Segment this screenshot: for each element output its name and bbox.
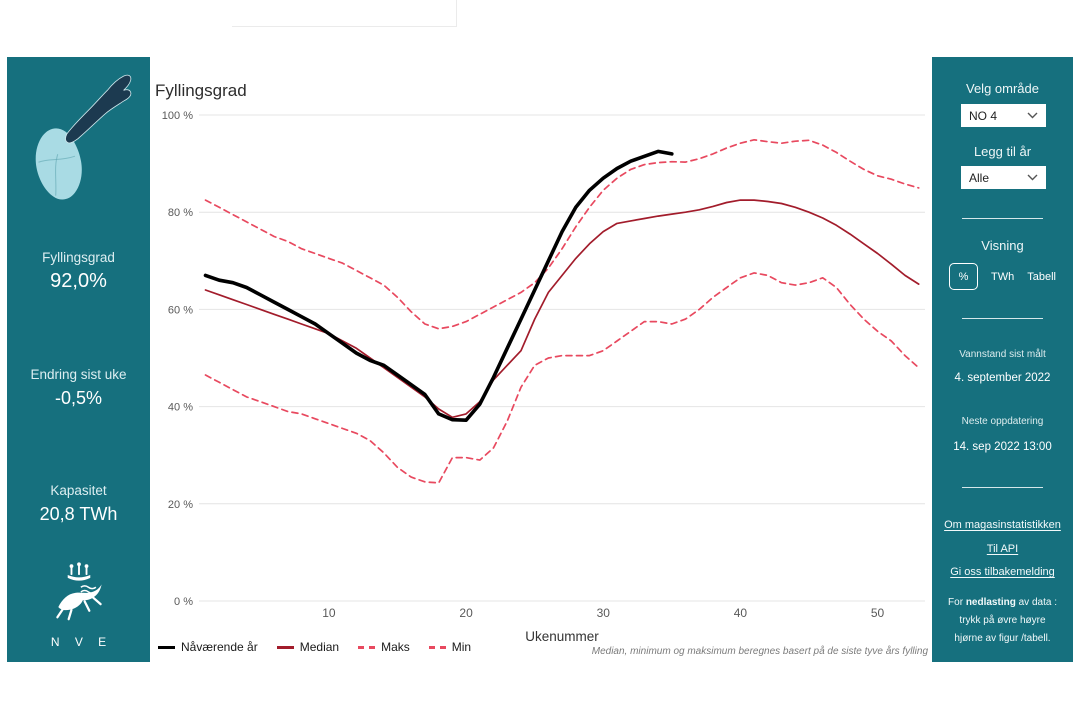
note-text: hjørne av figur /tabell.	[954, 633, 1051, 644]
legend-item-navaerende-ar: Nåværende år	[158, 640, 258, 654]
legend-item-min: Min	[428, 640, 472, 654]
note-bold-text: nedlasting	[965, 597, 1016, 608]
fyllingsgrad-label: Fyllingsgrad	[42, 250, 115, 265]
norway-map	[35, 74, 132, 200]
svg-text:60 %: 60 %	[168, 304, 193, 316]
norway-map-north	[65, 74, 132, 144]
ar-select[interactable]: Alle	[961, 166, 1046, 189]
svg-text:50: 50	[871, 606, 885, 620]
legend-item-maks: Maks	[358, 640, 410, 654]
legg-til-ar-label: Legg til år	[973, 144, 1032, 159]
visning-tabell-button[interactable]: Tabell	[1027, 270, 1056, 283]
legend-swatch	[276, 645, 294, 649]
nve-logo-icon	[56, 562, 102, 621]
svg-text:10: 10	[322, 606, 336, 620]
omrade-selected-value: NO 4	[969, 108, 998, 123]
svg-text:100 %: 100 %	[162, 110, 193, 122]
svg-text:20: 20	[459, 606, 473, 620]
svg-text:40 %: 40 %	[168, 402, 193, 414]
link-til-api[interactable]: Til API	[986, 543, 1019, 555]
vannstand-label: Vannstand sist målt	[959, 349, 1046, 360]
legend-item-median: Median	[276, 640, 340, 654]
link-om-magasinstatistikken[interactable]: Om magasinstatistikken	[944, 519, 1061, 531]
endring-value: -0,5%	[54, 388, 103, 408]
legend-swatch	[358, 645, 376, 649]
visning-label: Visning	[981, 238, 1024, 253]
legend-label: Nåværende år	[181, 640, 258, 654]
fyllingsgrad-chart[interactable]: 0 % 20 % 40 % 60 % 80 % 100 % 10 20 30 40 50 Ukenum…	[150, 100, 940, 652]
chevron-down-icon	[1027, 112, 1038, 119]
neste-oppdatering-value: 14. sep 2022 13:00	[953, 441, 1052, 453]
legend-label: Median	[299, 640, 340, 654]
omrade-select[interactable]: NO 4	[961, 104, 1046, 127]
right-sidebar: Velg område NO 4 Legg til år Alle Visnin…	[932, 57, 1073, 662]
chart-title: Fyllingsgrad	[155, 81, 247, 100]
nve-logo-text: N V E	[50, 635, 113, 649]
svg-text:Ukenummer: Ukenummer	[525, 629, 599, 644]
svg-text:80 %: 80 %	[168, 207, 193, 219]
svg-text:0 %: 0 %	[174, 596, 193, 608]
legend-label: Maks	[381, 640, 410, 654]
svg-text:30: 30	[597, 606, 611, 620]
top-empty-box	[232, 0, 457, 27]
download-note: For nedlasting av data : trykk på øvre h…	[932, 594, 1073, 648]
svg-text:40: 40	[734, 606, 748, 620]
visning-twh-button[interactable]: TWh	[991, 270, 1015, 283]
chart-footnote: Median, minimum og maksimum beregnes bas…	[591, 646, 928, 657]
kapasitet-label: Kapasitet	[50, 483, 107, 498]
svg-text:20 %: 20 %	[168, 499, 193, 511]
left-sidebar: Fyllingsgrad 92,0% Endring sist uke -0,5…	[7, 57, 150, 662]
norway-map-south	[35, 128, 82, 200]
link-gi-oss-tilbakemelding[interactable]: Gi oss tilbakemelding	[950, 566, 1055, 578]
note-text: av data :	[1015, 597, 1057, 608]
divider	[962, 487, 1043, 488]
legend-swatch	[428, 645, 446, 649]
chart-legend: Nåværende år Median Maks Min	[158, 640, 471, 654]
divider	[962, 218, 1043, 219]
vannstand-value: 4. september 2022	[954, 372, 1051, 384]
neste-oppdatering-label: Neste oppdatering	[961, 416, 1044, 427]
kapasitet-value: 20,8 TWh	[39, 504, 118, 524]
legend-swatch	[158, 645, 175, 649]
fyllingsgrad-value: 92,0%	[50, 270, 107, 292]
legend-label: Min	[451, 640, 472, 654]
endring-label: Endring sist uke	[30, 367, 127, 382]
chevron-down-icon	[1027, 174, 1038, 181]
velg-omrade-label: Velg område	[966, 81, 1039, 96]
note-text: For	[948, 597, 966, 608]
ar-selected-value: Alle	[969, 170, 990, 185]
divider	[962, 318, 1043, 319]
note-text: trykk på øvre høyre	[959, 615, 1046, 626]
visning-percent-button[interactable]: %	[949, 263, 978, 290]
